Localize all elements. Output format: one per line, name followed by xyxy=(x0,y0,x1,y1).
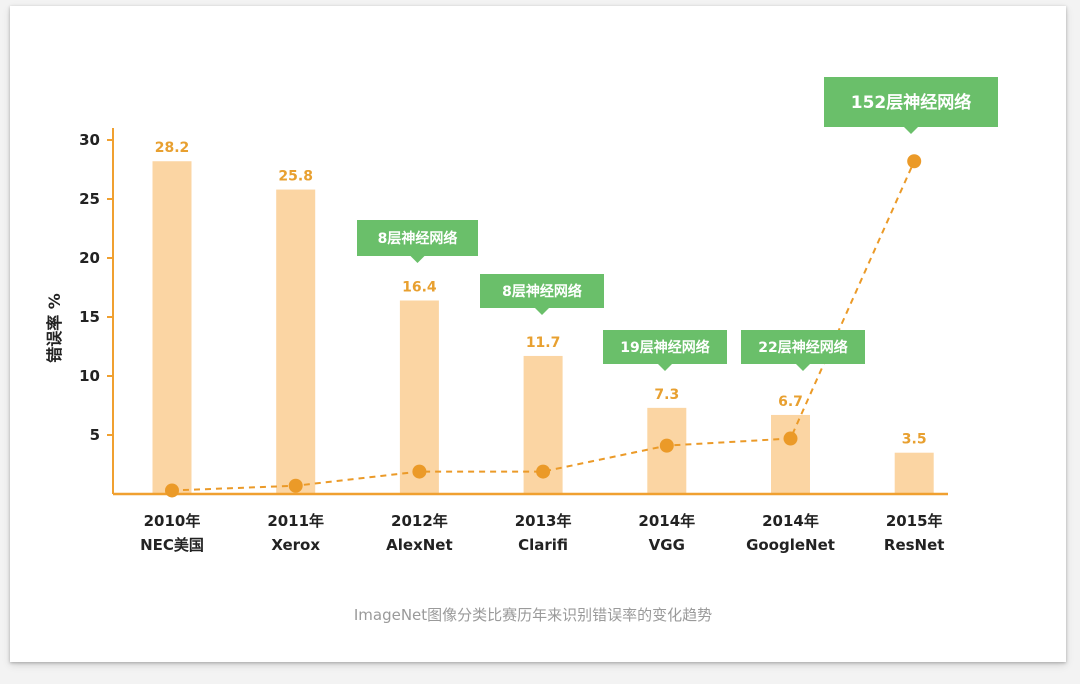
trend-point-2 xyxy=(412,464,427,479)
x-label-1-0: 2011年 xyxy=(267,512,324,530)
trend-point-3 xyxy=(536,464,551,479)
annotation-box-3 xyxy=(480,274,604,308)
y-tick-label-25: 25 xyxy=(79,190,100,208)
bar-value-4: 7.3 xyxy=(654,387,679,403)
bar-6 xyxy=(894,452,934,494)
chart-caption: ImageNet图像分类比赛历年来识别错误率的变化趋势 xyxy=(354,606,712,624)
bar-5 xyxy=(771,414,810,494)
annotation-pointer-2 xyxy=(410,256,425,263)
annotation-text-4: 19层神经网络 xyxy=(620,339,709,356)
x-label-5-0: 2014年 xyxy=(762,512,819,530)
annotation-text-5: 22层神经网络 xyxy=(758,339,847,356)
annotation-box-4 xyxy=(603,330,727,364)
y-axis-label: 错误率 % xyxy=(45,293,64,363)
y-tick-label-10: 10 xyxy=(79,367,100,385)
x-label-0-0: 2010年 xyxy=(144,512,201,530)
annotation-6: 152层神经网络 xyxy=(824,77,998,134)
x-label-6-1: ResNet xyxy=(884,536,945,554)
trend-point-0 xyxy=(165,483,179,498)
bar-0 xyxy=(152,161,192,495)
annotation-5: 22层神经网络 xyxy=(741,330,865,371)
bar-value-3: 11.7 xyxy=(526,335,561,351)
chart-card: 5 10 15 20 25 30 错误率 % 2010年 NEC美国 2011年 Xerox 201… xyxy=(10,6,1066,662)
annotation-pointer-4 xyxy=(658,364,672,371)
annotation-text-3: 8层神经网络 xyxy=(502,283,582,300)
y-tick-label-20: 20 xyxy=(79,249,100,267)
x-label-3-0: 2013年 xyxy=(515,512,572,530)
bar-value-2: 16.4 xyxy=(402,279,437,295)
trend-point-4 xyxy=(659,438,674,453)
annotation-text-2: 8层神经网络 xyxy=(378,230,458,247)
x-label-5-1: GoogleNet xyxy=(746,536,835,554)
trend-point-6 xyxy=(907,154,922,169)
annotation-pointer-3 xyxy=(535,308,549,315)
annotation-pointer-5 xyxy=(796,364,810,371)
trend-point-1 xyxy=(288,478,303,493)
bar-2 xyxy=(399,300,439,494)
bar-value-5: 6.7 xyxy=(778,394,803,410)
annotation-3: 8层神经网络 xyxy=(480,274,604,315)
annotation-4: 19层神经网络 xyxy=(603,330,727,371)
annotation-text-6: 152层神经网络 xyxy=(851,92,972,113)
x-label-4-0: 2014年 xyxy=(638,512,695,530)
x-label-3-1: Clarifi xyxy=(518,536,568,554)
x-label-1-1: Xerox xyxy=(271,536,320,554)
bar-value-0: 28.2 xyxy=(155,140,190,156)
y-tick-label-30: 30 xyxy=(79,131,100,149)
annotation-pointer-6 xyxy=(904,127,918,134)
annotation-2: 8层神经网络 xyxy=(357,220,478,263)
x-label-2-1: AlexNet xyxy=(386,536,453,554)
y-tick-label-5: 5 xyxy=(90,426,100,444)
trend-point-5 xyxy=(783,431,798,446)
y-tick-label-15: 15 xyxy=(79,308,100,326)
bar-1 xyxy=(276,189,316,494)
bar-value-6: 3.5 xyxy=(902,432,927,448)
x-label-2-0: 2012年 xyxy=(391,512,448,530)
x-label-0-1: NEC美国 xyxy=(140,536,204,554)
bar-value-1: 25.8 xyxy=(278,169,313,185)
x-label-6-0: 2015年 xyxy=(886,512,943,530)
annotation-box-2 xyxy=(357,220,478,256)
error-rate-chart: 5 10 15 20 25 30 错误率 % 2010年 NEC美国 2011年 Xerox 201… xyxy=(45,77,998,624)
annotation-box-5 xyxy=(741,330,865,364)
x-label-4-1: VGG xyxy=(649,536,685,554)
annotation-box-6 xyxy=(824,77,998,127)
